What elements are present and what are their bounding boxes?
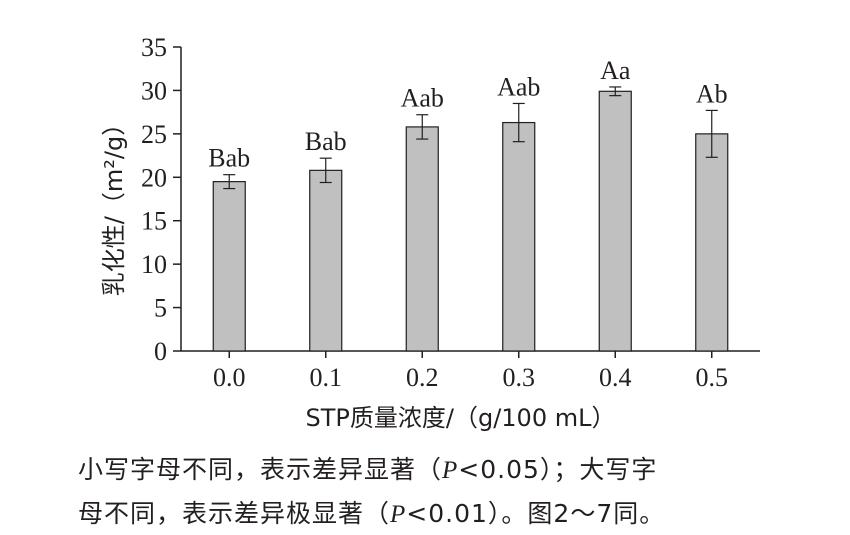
- significance-label: Ab: [696, 79, 728, 108]
- significance-label: Bab: [305, 127, 347, 156]
- x-axis-label: STP质量浓度/（g/100 mL）: [306, 404, 616, 432]
- caption-line-1-p: P: [442, 457, 459, 484]
- x-tick-label: 0.0: [213, 363, 246, 392]
- significance-label: Aab: [497, 72, 540, 101]
- caption-line-2-pre: 母不同，表示差异极显著（: [78, 499, 391, 528]
- caption-line-1-pre: 小写字母不同，表示差异显著（: [78, 455, 443, 484]
- y-tick-label: 25: [141, 120, 167, 149]
- bar: [405, 126, 439, 352]
- x-tick-label: 0.5: [696, 363, 729, 392]
- bar: [502, 121, 536, 352]
- x-axis: 0.0 0.1 0.2 0.3 0.4 0.5: [181, 350, 760, 392]
- y-tick-label: 35: [141, 33, 167, 62]
- y-axis-label: 乳化性/（m²/g）: [100, 112, 128, 296]
- caption-line-1: 小写字母不同，表示差异显著（P<0.05）；大写字: [78, 450, 838, 486]
- bar: [695, 133, 729, 352]
- caption-line-2-p: P: [390, 501, 407, 528]
- x-tick-label: 0.4: [599, 363, 632, 392]
- y-tick-label: 10: [141, 250, 167, 279]
- y-tick-label: 5: [154, 294, 167, 323]
- bar: [212, 181, 246, 352]
- x-tick-label: 0.2: [406, 363, 439, 392]
- y-tick-label: 20: [141, 163, 167, 192]
- y-tick-label: 15: [141, 207, 167, 236]
- significance-label: Bab: [208, 144, 250, 173]
- y-axis: 0 5 10 15 20 25 30 35: [141, 33, 182, 366]
- caption-line-1-post: <0.05）；大写字: [458, 455, 658, 484]
- caption-line-2: 母不同，表示差异极显著（P<0.01）。图2～7同。: [78, 494, 838, 530]
- caption-line-2-post: <0.01）。图2～7同。: [406, 499, 666, 528]
- x-tick-label: 0.3: [503, 363, 536, 392]
- significance-label: Aa: [600, 56, 631, 85]
- bar: [309, 169, 343, 352]
- bars: Bab Bab Aab Aab Aa Ab: [208, 56, 729, 352]
- bar: [598, 90, 632, 352]
- x-tick-label: 0.1: [310, 363, 343, 392]
- significance-label: Aab: [401, 84, 444, 113]
- y-tick-label: 0: [154, 337, 167, 366]
- y-tick-label: 30: [141, 76, 167, 105]
